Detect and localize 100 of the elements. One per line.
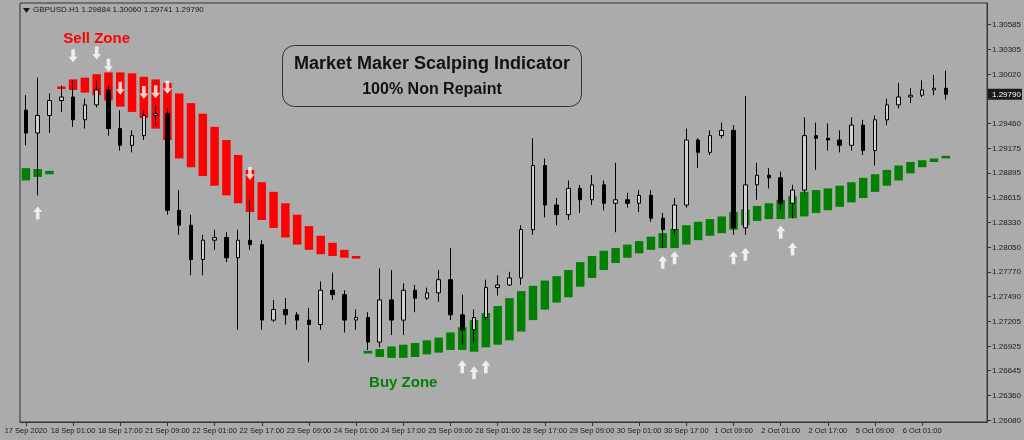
candlestick [826,122,830,152]
bar [917,160,927,168]
bar [210,126,219,186]
candlestick [944,70,948,101]
bar [222,140,231,196]
annotation: GBPUSD.H1 1.29884 1.30060 1.29741 1.29790 [33,4,205,14]
candlestick [35,77,40,196]
bar [186,103,196,168]
candlestick [47,92,52,134]
bar [823,188,833,211]
candlestick [814,121,818,171]
candlestick [885,98,889,126]
candlestick [201,234,205,276]
bar [528,285,538,321]
bar [292,214,302,245]
bar [835,185,844,207]
bar [375,349,384,357]
candlestick [543,157,547,218]
candlestick [602,179,606,211]
bar [894,165,903,181]
y-tick-label: 1.26360 [992,391,1022,401]
candlestick [59,85,64,113]
annotation: 1.29790 [992,89,1022,99]
bar [198,113,208,177]
bar [80,77,90,93]
candlestick [307,307,311,363]
bar [351,255,361,259]
bar [705,219,715,236]
candlestick [696,137,700,169]
bar [316,235,325,255]
candlestick [342,289,347,333]
bar [434,337,443,353]
candlestick [484,279,488,321]
bar [540,280,550,310]
point [457,360,467,374]
candlestick [401,282,406,336]
bar [670,228,679,249]
candlestick [389,269,394,336]
bar [564,270,573,298]
point [658,255,668,269]
bar [587,255,597,278]
candlestick [708,129,712,156]
y-tick-label: 1.26925 [992,341,1022,351]
candlestick [377,267,382,348]
candlestick [507,271,512,287]
candlestick [224,231,229,263]
y-tick-label: 1.30020 [992,69,1022,79]
y-tick-label: 1.26645 [992,366,1022,376]
candlestick [684,128,689,209]
point [469,366,479,380]
bar [623,244,632,258]
y-tick-label: 1.28895 [992,168,1022,178]
bar [717,216,726,234]
point [729,251,739,265]
y-tick-label: 1.28615 [992,193,1022,203]
candlestick [849,116,854,152]
candlestick [271,299,276,323]
bar [929,158,939,162]
candlestick [554,197,559,226]
bar [410,342,420,357]
candlestick [896,82,901,109]
series-label: Sell Zone [63,29,130,47]
bar [505,298,514,341]
candlestick [932,74,936,96]
y-tick-label: 1.26080 [992,415,1022,425]
bar [752,205,762,221]
candlestick [861,119,865,156]
candlestick [495,274,500,297]
candlestick [142,109,146,141]
candlestick [590,174,594,206]
candlestick [83,98,87,130]
bar [682,225,691,245]
bar [328,242,337,256]
bar [399,344,408,358]
candlestick [625,192,630,209]
candlestick [318,280,323,331]
candlestick [189,214,193,276]
candlestick [472,309,476,344]
point [481,360,491,374]
bar [811,190,821,213]
point [115,81,125,95]
point [740,247,750,261]
candlestick [425,287,429,301]
bar [906,161,915,174]
bar [21,168,31,181]
bar [446,332,455,350]
bar [493,306,502,345]
bar [387,346,396,358]
candlestick [236,229,240,331]
point [162,80,172,94]
candlestick [649,189,653,223]
bar [127,73,137,112]
y-tick-label: 1.28330 [992,218,1022,228]
y-tick-label: 1.27770 [992,267,1022,277]
candlestick [719,121,724,139]
y-tick-label: 1.30585 [992,20,1022,30]
bar [870,174,880,192]
bar [340,249,349,258]
bar [693,221,703,241]
point [68,49,78,63]
